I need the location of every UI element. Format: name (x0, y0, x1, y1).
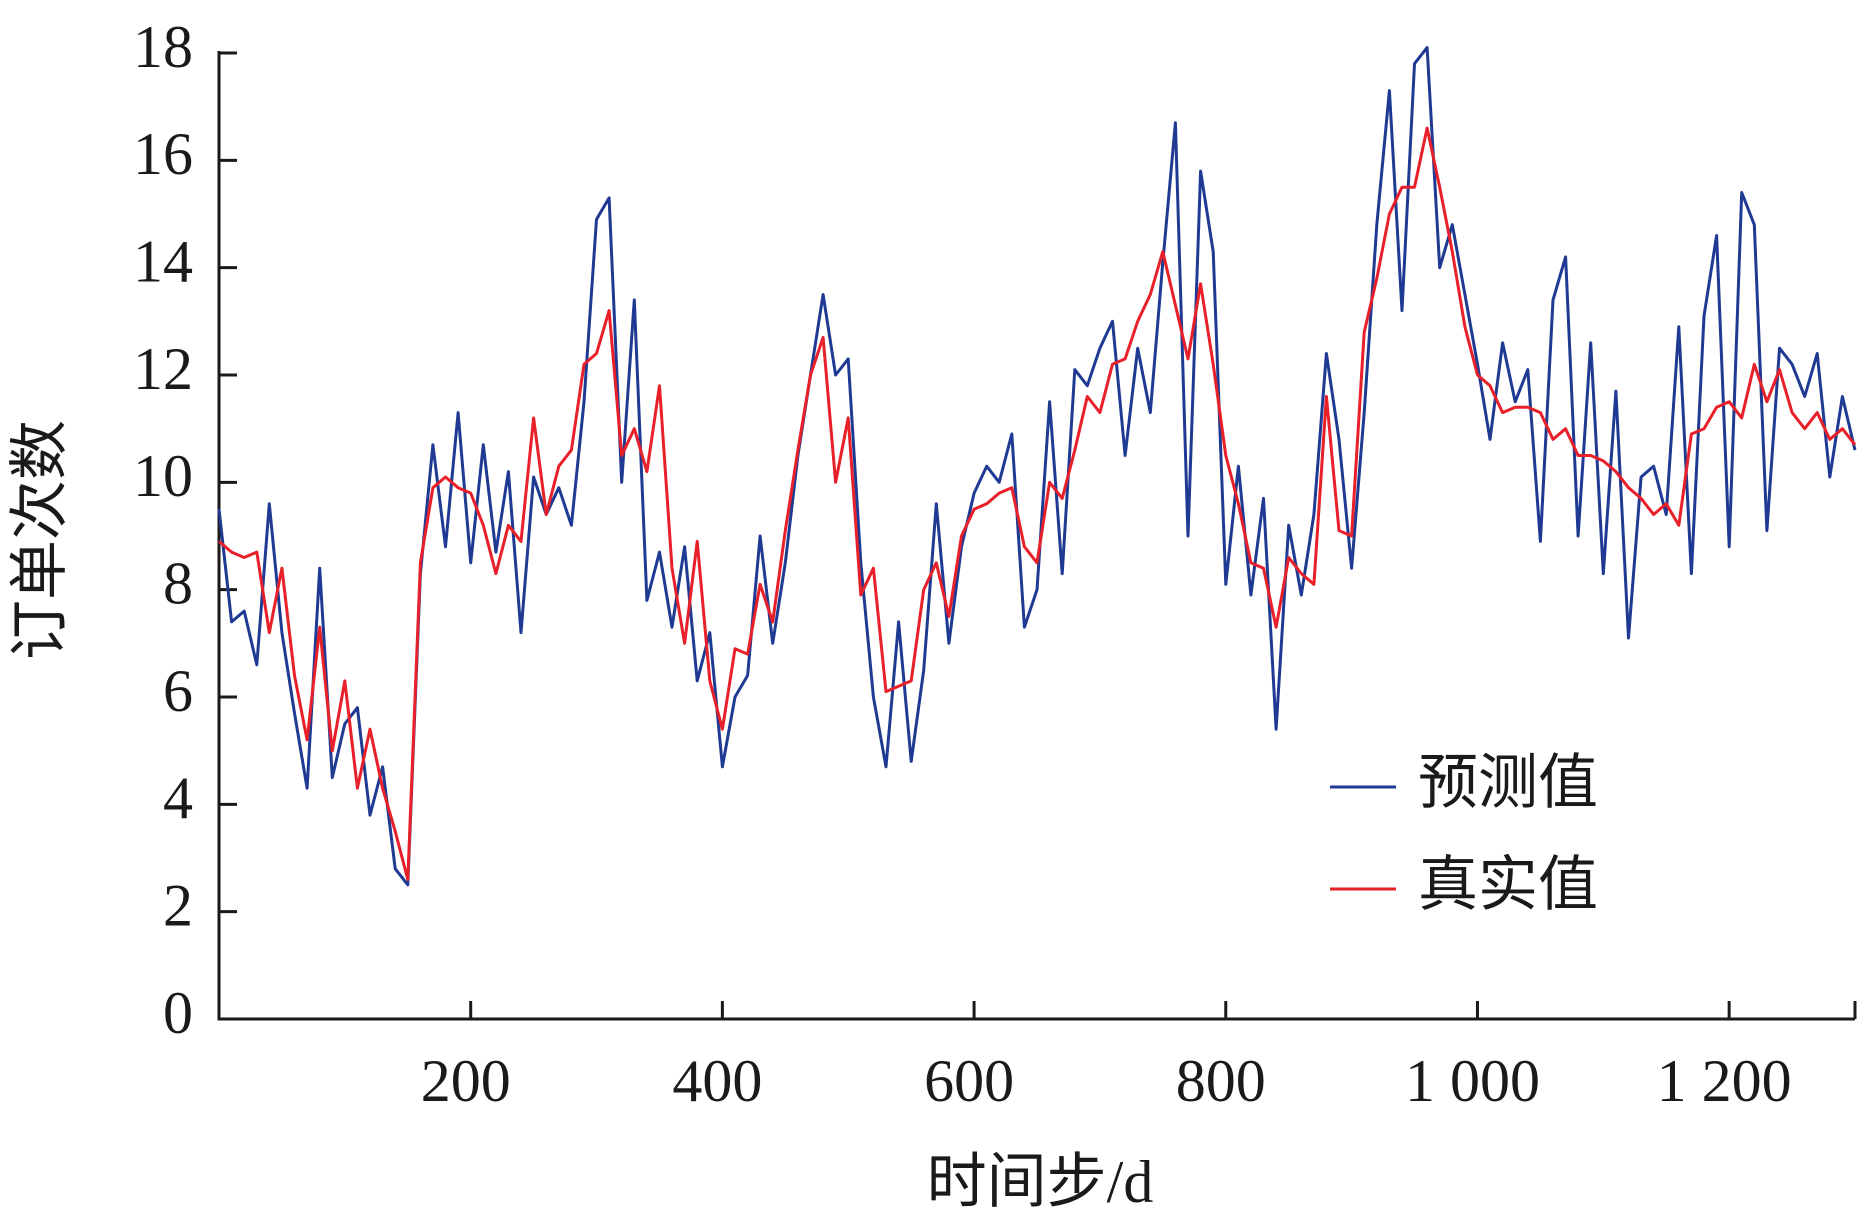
y-tick-label: 8 (163, 550, 193, 616)
y-tick-label: 16 (133, 121, 193, 187)
x-tick-label: 1 200 (1657, 1048, 1792, 1114)
y-tick-label: 18 (133, 14, 193, 80)
y-tick-label: 4 (163, 765, 193, 831)
y-tick-label: 0 (163, 980, 193, 1046)
x-tick-label: 800 (1176, 1048, 1266, 1114)
x-axis-label: 时间步/d (927, 1149, 1154, 1215)
x-tick-label: 400 (672, 1048, 762, 1114)
series-line (217, 46, 1857, 887)
y-tick-label: 14 (133, 228, 193, 294)
y-tick-label: 12 (133, 336, 193, 402)
x-tick-label: 1 000 (1405, 1048, 1540, 1114)
x-tick-label: 200 (421, 1048, 511, 1114)
y-tick-label: 2 (163, 872, 193, 938)
x-tick-label: 600 (924, 1048, 1014, 1114)
legend-label: 预测值 (1418, 750, 1598, 816)
y-axis-label: 订单次数 (7, 420, 73, 660)
series-line (218, 126, 1857, 881)
y-tick-label: 10 (133, 443, 193, 509)
legend-label: 真实值 (1418, 852, 1598, 918)
y-tick-label: 6 (163, 658, 193, 724)
